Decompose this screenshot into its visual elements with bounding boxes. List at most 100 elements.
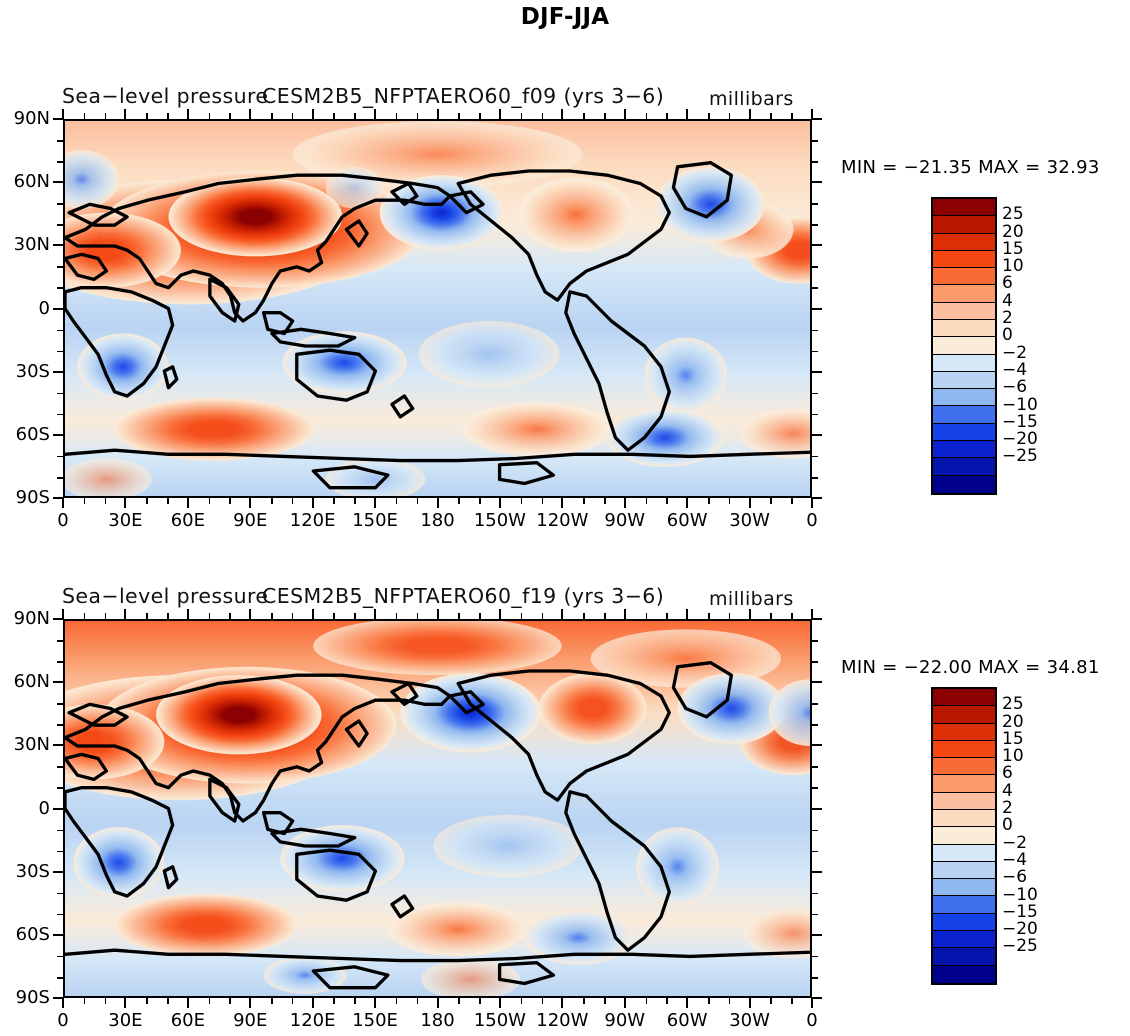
xtick-minor-top bbox=[229, 113, 232, 120]
panel-1-colorbar bbox=[931, 197, 997, 495]
xtick-major bbox=[811, 997, 813, 1008]
xtick-major-top bbox=[623, 609, 626, 620]
xtick-minor-top bbox=[666, 113, 668, 120]
ytick-minor bbox=[57, 829, 64, 832]
ytick-minor bbox=[57, 287, 64, 290]
xtick-major bbox=[498, 997, 501, 1008]
xtick-major-top bbox=[498, 609, 501, 620]
ytick-major bbox=[53, 933, 64, 936]
xtick-major bbox=[436, 497, 439, 508]
colorbar-label: −10 bbox=[1002, 884, 1038, 905]
colorbar-band bbox=[933, 809, 995, 828]
ytick-major-right bbox=[811, 870, 822, 873]
xtick-minor-top bbox=[728, 613, 731, 620]
colorbar-band bbox=[933, 723, 995, 741]
xtick-minor-top bbox=[791, 113, 793, 120]
ytick-minor-right bbox=[811, 640, 818, 642]
colorbar-band bbox=[933, 337, 995, 355]
ytick-major bbox=[53, 307, 64, 310]
ytick-minor-right bbox=[811, 350, 818, 353]
panel-2-title-variable: Sea−level pressure bbox=[62, 584, 268, 608]
xtick-major-top bbox=[124, 109, 127, 120]
colorbar-band bbox=[933, 319, 995, 338]
xtick-minor-top bbox=[104, 613, 107, 620]
ytick-minor bbox=[57, 661, 64, 663]
colorbar-label: −10 bbox=[1002, 394, 1038, 415]
colorbar-label: −15 bbox=[1002, 901, 1038, 922]
xtick-major-top bbox=[561, 109, 564, 120]
xtick-minor-top bbox=[395, 613, 398, 620]
ytick-major-right bbox=[811, 807, 822, 810]
xtick-minor-top bbox=[271, 613, 273, 620]
xtick-minor-top bbox=[707, 113, 710, 120]
xtick-label: 90E bbox=[233, 1010, 268, 1031]
xtick-minor-top bbox=[395, 113, 398, 120]
xtick-major bbox=[686, 497, 689, 508]
colorbar-band bbox=[933, 948, 995, 966]
colorbar-label: 0 bbox=[1002, 815, 1013, 836]
xtick-minor bbox=[271, 497, 273, 504]
colorbar-band bbox=[933, 775, 995, 793]
colorbar-band bbox=[933, 250, 995, 269]
colorbar-label: −2 bbox=[1002, 832, 1028, 853]
ytick-minor bbox=[57, 976, 64, 979]
xtick-minor-top bbox=[770, 113, 772, 120]
xtick-label: 150E bbox=[352, 510, 398, 531]
xtick-minor bbox=[333, 497, 336, 504]
xtick-major bbox=[748, 497, 751, 508]
xtick-major-top bbox=[748, 609, 751, 620]
ytick-minor-right bbox=[811, 392, 818, 395]
ytick-label: 30S bbox=[15, 860, 50, 882]
colorbar-label: 25 bbox=[1002, 694, 1024, 715]
xtick-minor bbox=[167, 497, 169, 504]
panel-2-field bbox=[65, 621, 810, 996]
panel-2-units-label: millibars bbox=[709, 588, 794, 610]
ytick-label: 90S bbox=[15, 987, 50, 1008]
xtick-major-top bbox=[249, 609, 252, 620]
ytick-minor-right bbox=[811, 455, 818, 458]
panel-2-variable-label: Sea−level pressure bbox=[62, 584, 269, 608]
xtick-label: 60E bbox=[170, 1010, 205, 1031]
ytick-label: 60S bbox=[15, 923, 50, 945]
xtick-major bbox=[249, 997, 252, 1008]
xtick-label: 30E bbox=[108, 510, 143, 531]
ytick-major bbox=[53, 370, 64, 373]
xtick-minor bbox=[520, 497, 523, 504]
panel-2-title-case: CESM2B5_NFPTAERO60_f19 (yrs 3−6) bbox=[262, 584, 664, 608]
xtick-major-top bbox=[311, 109, 314, 120]
colorbar-band bbox=[933, 371, 995, 390]
xtick-major-top bbox=[811, 609, 813, 620]
colorbar-band bbox=[933, 233, 995, 251]
colorbar-label: 4 bbox=[1002, 780, 1013, 801]
ytick-minor-right bbox=[811, 829, 818, 832]
ytick-minor-right bbox=[811, 161, 818, 163]
ytick-minor bbox=[57, 724, 64, 726]
ytick-label: 60S bbox=[15, 423, 50, 445]
xtick-major-top bbox=[436, 109, 439, 120]
ytick-major bbox=[53, 870, 64, 873]
ytick-major-right bbox=[811, 681, 822, 684]
xtick-minor bbox=[104, 997, 107, 1004]
xtick-minor-top bbox=[229, 613, 232, 620]
xtick-minor bbox=[416, 997, 419, 1004]
xtick-major bbox=[374, 497, 377, 508]
xtick-minor-top bbox=[146, 613, 148, 620]
xtick-major bbox=[561, 497, 564, 508]
xtick-major-top bbox=[124, 609, 127, 620]
ytick-major-right bbox=[811, 497, 822, 499]
xtick-minor bbox=[791, 497, 793, 504]
ytick-label: 60N bbox=[13, 671, 50, 693]
colorbar-label: 10 bbox=[1002, 256, 1024, 277]
colorbar-label: 6 bbox=[1002, 273, 1013, 294]
colorbar-label: 6 bbox=[1002, 763, 1013, 784]
xtick-minor bbox=[770, 997, 772, 1004]
xtick-minor bbox=[271, 997, 273, 1004]
xtick-major-top bbox=[498, 109, 501, 120]
xtick-minor bbox=[479, 497, 481, 504]
xtick-label: 0 bbox=[57, 1010, 69, 1031]
ytick-minor-right bbox=[811, 329, 818, 332]
xtick-minor-top bbox=[479, 113, 481, 120]
colorbar-band bbox=[933, 268, 995, 286]
colorbar-band bbox=[933, 475, 995, 493]
xtick-minor-top bbox=[791, 613, 793, 620]
